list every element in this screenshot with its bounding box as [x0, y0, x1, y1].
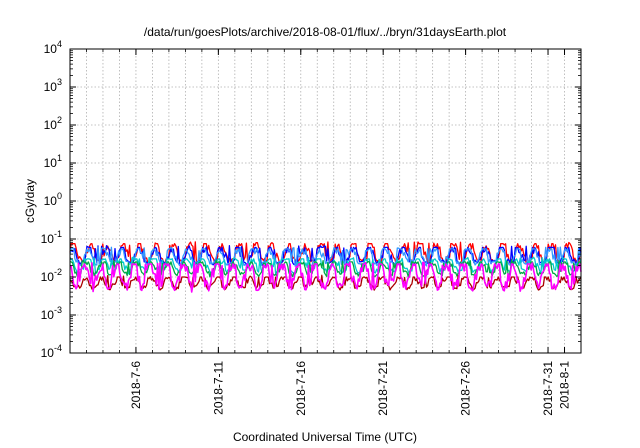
x-tick-label: 2018-7-26 [459, 361, 473, 416]
x-tick-label: 2018-8-1 [558, 361, 572, 409]
y-tick-label-base: 10 [44, 118, 58, 132]
y-tick-label: 100 [44, 191, 62, 208]
y-tick-label-exponent: -2 [54, 267, 62, 277]
x-tick-label: 2018-7-16 [294, 361, 308, 416]
x-tick-label: 2018-7-6 [129, 361, 143, 409]
y-tick-label: 10-4 [41, 343, 62, 360]
y-tick-label: 103 [44, 77, 62, 94]
y-tick-label-base: 10 [41, 308, 55, 322]
y-tick-label-exponent: -4 [54, 343, 62, 353]
y-tick-label-exponent: -1 [54, 229, 62, 239]
y-tick-label-base: 10 [41, 270, 55, 284]
y-tick-label-base: 10 [41, 346, 55, 360]
series-line [69, 261, 582, 293]
y-tick-label: 101 [44, 153, 62, 170]
y-tick-label-exponent: 0 [57, 191, 62, 201]
y-tick-label-base: 10 [41, 232, 55, 246]
x-tick-label: 2018-7-31 [541, 361, 555, 416]
y-axis-label: cGy/day [23, 179, 37, 223]
x-axis-label: Coordinated Universal Time (UTC) [233, 430, 417, 444]
x-tick-label: 2018-7-11 [211, 361, 225, 415]
y-tick-label-exponent: 4 [57, 39, 62, 49]
y-tick-label: 104 [44, 39, 62, 56]
y-tick-label-exponent: 1 [57, 153, 62, 163]
y-tick-label-base: 10 [44, 42, 58, 56]
y-tick-label: 102 [44, 115, 62, 132]
y-tick-label: 10-1 [41, 229, 62, 246]
y-tick-label: 10-2 [41, 267, 62, 284]
y-tick-label-exponent: 2 [57, 115, 62, 125]
chart-title: /data/run/goesPlots/archive/2018-08-01/f… [144, 25, 507, 39]
y-tick-label-exponent: 3 [57, 77, 62, 87]
y-tick-label-base: 10 [44, 80, 58, 94]
series-layer [69, 241, 582, 293]
y-tick-label-base: 10 [44, 194, 58, 208]
y-tick-label-base: 10 [44, 156, 58, 170]
series-line [70, 259, 582, 278]
y-tick-label-exponent: -3 [54, 305, 62, 315]
grid [70, 49, 581, 353]
y-tick-label: 10-3 [41, 305, 62, 322]
x-tick-label: 2018-7-21 [376, 361, 390, 416]
